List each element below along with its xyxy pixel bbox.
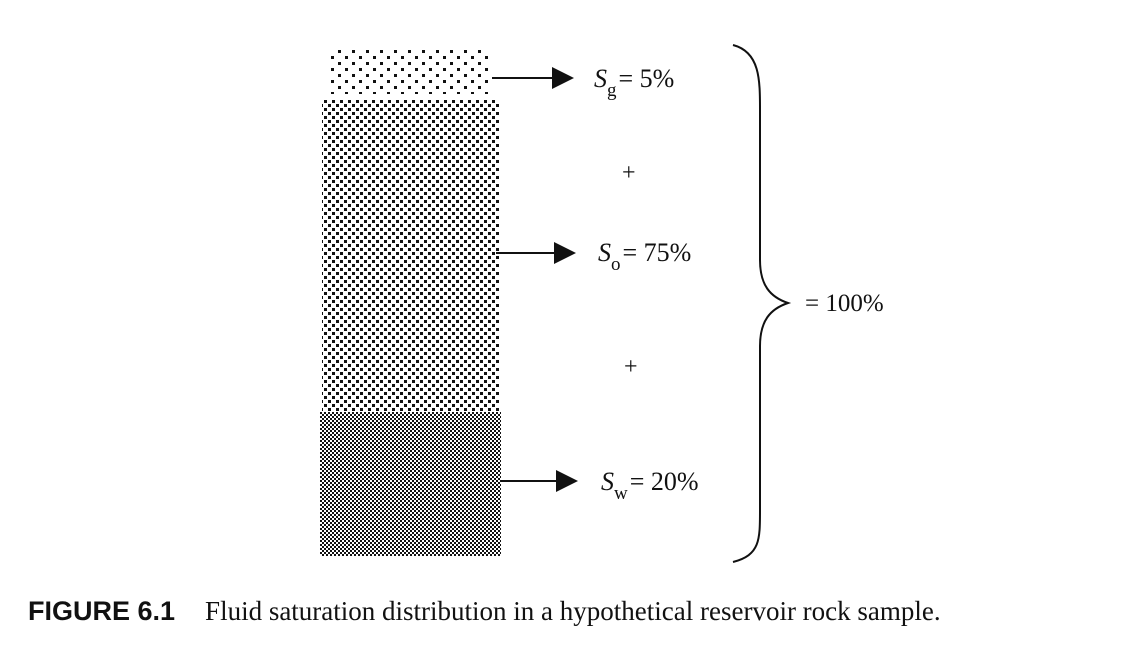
total-saturation-label: = 100% [805,290,884,317]
plus-sign-top: + [622,160,636,186]
gas-saturation-label: Sg= 5% [594,64,674,101]
oil-layer [322,100,500,412]
water-saturation-label: Sw= 20% [601,467,699,504]
gas-arrow [492,67,574,89]
figure-number: FIGURE 6.1 [28,596,176,626]
caption-text: Fluid saturation distribution in a hypot… [205,596,941,626]
saturation-diagram: Sg= 5% + So= 75% + Sw= 20% = 100% [320,44,884,563]
plus-sign-bottom: + [624,354,638,380]
gas-layer [327,50,492,94]
figure-caption: FIGURE 6.1 Fluid saturation distribution … [28,596,1128,627]
oil-arrow [496,242,576,264]
water-arrow [500,470,578,492]
oil-saturation-label: So= 75% [598,238,691,275]
water-layer [320,412,501,556]
right-curly-brace [732,44,792,563]
